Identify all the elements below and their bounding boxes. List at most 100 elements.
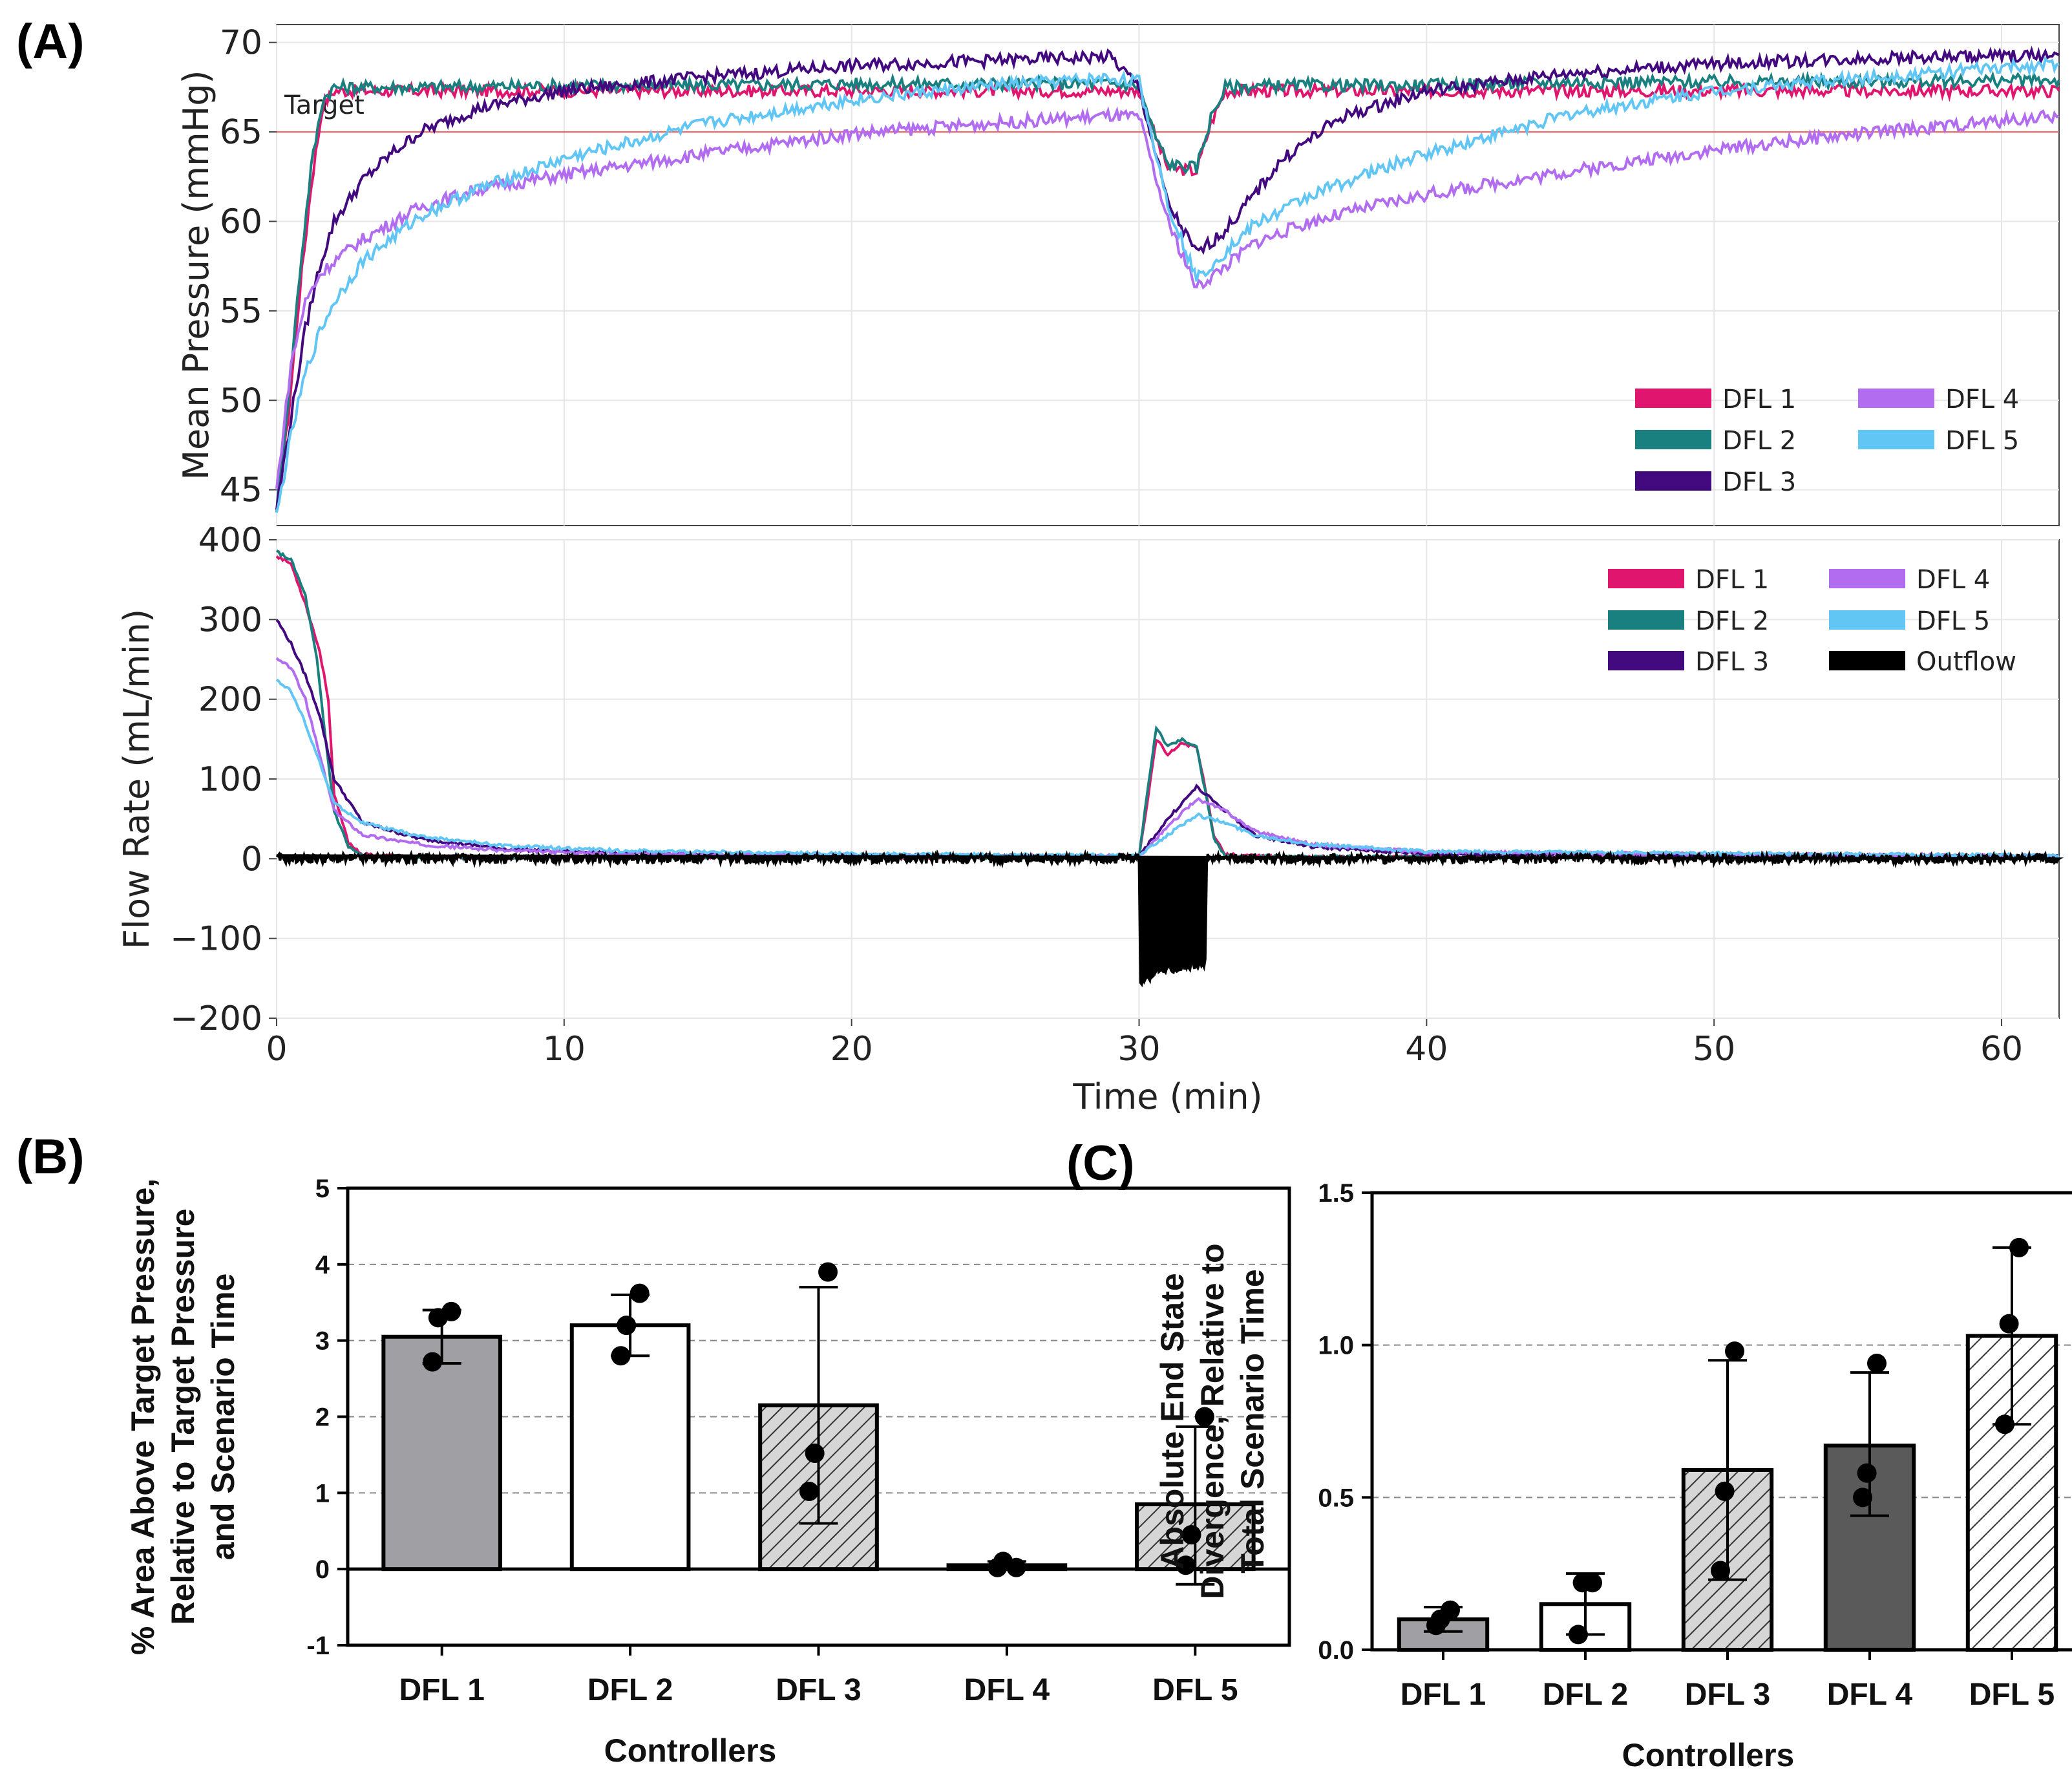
y-tick-label: 65 xyxy=(220,113,262,152)
x-tick-label: 50 xyxy=(1693,1030,1735,1069)
data-point-dfl-3 xyxy=(805,1444,825,1464)
y-tick-label: 1.0 xyxy=(1318,1332,1354,1360)
legend-label-outflow: Outflow xyxy=(1916,647,2016,677)
data-point-dfl-2 xyxy=(1572,1573,1592,1593)
y-axis-title-line: Divergence, Relative to xyxy=(1194,1243,1231,1599)
y-tick-label: 0.0 xyxy=(1318,1636,1354,1665)
data-point-dfl-3 xyxy=(1725,1341,1744,1361)
x-tick-label: 60 xyxy=(1980,1030,2023,1069)
category-label-dfl-1: DFL 1 xyxy=(399,1673,484,1707)
data-point-dfl-2 xyxy=(629,1283,650,1303)
y-tick-label: 100 xyxy=(198,760,262,799)
data-point-dfl-5 xyxy=(1176,1555,1196,1575)
data-point-dfl-5 xyxy=(1194,1407,1214,1427)
category-label-dfl-3: DFL 3 xyxy=(1685,1678,1770,1712)
legend-swatch-dfl-2 xyxy=(1635,430,1711,449)
legend-label-dfl-1: DFL 1 xyxy=(1722,385,1796,414)
x-axis-title: Controllers xyxy=(1622,1737,1795,1773)
legend-label-dfl-4: DFL 4 xyxy=(1916,565,1990,595)
legend-label-dfl-5: DFL 5 xyxy=(1945,426,2019,456)
legend-swatch-dfl-5 xyxy=(1858,430,1934,449)
y-axis-title-line: and Scenario Time xyxy=(205,1274,241,1561)
x-tick-label: 20 xyxy=(830,1030,873,1069)
category-label-dfl-3: DFL 3 xyxy=(776,1673,861,1707)
series-area-outflow xyxy=(276,849,2064,988)
legend-label-dfl-1: DFL 1 xyxy=(1695,565,1769,595)
data-point-dfl-1 xyxy=(1426,1616,1446,1636)
series-line-dfl-5 xyxy=(275,56,2060,513)
y-tick-label: 70 xyxy=(220,24,262,63)
y-axis-title: Mean Pressure (mmHg) xyxy=(176,70,217,480)
y-tick-label: 0 xyxy=(241,840,262,879)
legend-label-dfl-2: DFL 2 xyxy=(1695,606,1769,636)
legend-swatch-dfl-4 xyxy=(1858,389,1934,408)
x-tick-label: 0 xyxy=(266,1030,287,1069)
legend-swatch-dfl-1 xyxy=(1608,569,1684,588)
y-tick-label: 200 xyxy=(198,681,262,720)
x-tick-label: 10 xyxy=(543,1030,586,1069)
flow-rate-chart: 0 10 20 30 40 50 60 −200 −100 0 100 200 300 400 Flow R… xyxy=(116,521,2064,1117)
data-point-dfl-2 xyxy=(617,1316,637,1336)
data-point-dfl-2 xyxy=(611,1346,631,1366)
data-point-dfl-1 xyxy=(428,1308,448,1328)
data-point-dfl-4 xyxy=(1857,1463,1877,1483)
y-axis-title-line: % Area Above Target Pressure, xyxy=(125,1178,161,1655)
plot-frame xyxy=(276,24,2060,526)
y-tick-label: 4 xyxy=(315,1251,330,1279)
data-point-dfl-3 xyxy=(1715,1481,1735,1501)
y-axis-title-line: Total Scenario Time xyxy=(1234,1269,1271,1573)
data-point-dfl-5 xyxy=(1999,1314,2019,1334)
y-tick-label: 400 xyxy=(198,521,262,560)
category-label-dfl-4: DFL 4 xyxy=(964,1673,1050,1707)
data-point-dfl-2 xyxy=(1569,1625,1588,1645)
y-tick-label: 1.5 xyxy=(1318,1179,1354,1208)
panel-label-c: (C) xyxy=(1066,1136,1135,1191)
y-tick-label: 5 xyxy=(315,1175,330,1203)
y-axis-title-line: Relative to Target Pressure xyxy=(165,1209,201,1625)
x-tick-label: 30 xyxy=(1117,1030,1160,1069)
legend-label-dfl-4: DFL 4 xyxy=(1945,385,2019,414)
y-tick-label: -1 xyxy=(306,1632,330,1660)
y-tick-label: 2 xyxy=(315,1403,330,1432)
y-tick-label: 45 xyxy=(220,471,262,510)
category-label-dfl-2: DFL 2 xyxy=(1543,1678,1628,1712)
data-point-dfl-3 xyxy=(1711,1561,1730,1581)
data-point-dfl-1 xyxy=(423,1352,443,1372)
panel-label-b: (B) xyxy=(16,1129,85,1184)
x-axis-title: Controllers xyxy=(604,1733,777,1769)
y-tick-label: 0.5 xyxy=(1318,1484,1354,1512)
legend-swatch-dfl-3 xyxy=(1608,651,1684,670)
y-tick-label: 3 xyxy=(315,1327,330,1356)
legend-label-dfl-3: DFL 3 xyxy=(1722,467,1796,497)
y-tick-label: 55 xyxy=(220,292,262,331)
legend-swatch-dfl-2 xyxy=(1608,610,1684,630)
data-point-dfl-3 xyxy=(818,1262,838,1282)
data-point-dfl-5 xyxy=(2009,1237,2029,1257)
category-label-dfl-5: DFL 5 xyxy=(1152,1673,1238,1707)
y-axis-title: Flow Rate (mL/min) xyxy=(116,609,157,949)
legend-swatch-dfl-4 xyxy=(1829,569,1905,588)
y-tick-label: 60 xyxy=(220,202,262,241)
x-tick-label: 40 xyxy=(1405,1030,1448,1069)
data-point-dfl-4 xyxy=(1867,1353,1887,1373)
legend-label-dfl-2: DFL 2 xyxy=(1722,426,1796,456)
legend-label-dfl-3: DFL 3 xyxy=(1695,647,1769,677)
y-tick-label: 0 xyxy=(315,1555,330,1584)
end-state-divergence-bar-chart: 0.0 0.5 1.0 1.5 DFL 1 DFL 2 DFL 3 DFL 4 DFL 5 Abs… xyxy=(1154,1179,2072,1773)
x-axis-title: Time (min) xyxy=(1072,1076,1262,1117)
series-line-dfl-2 xyxy=(275,70,2060,513)
data-point-dfl-5 xyxy=(1181,1525,1201,1545)
legend-label-dfl-5: DFL 5 xyxy=(1916,606,1990,636)
legend-swatch-dfl-1 xyxy=(1635,389,1711,408)
category-label-dfl-1: DFL 1 xyxy=(1401,1678,1486,1712)
panel-label-a: (A) xyxy=(16,14,85,69)
bar-dfl-1 xyxy=(381,1334,503,1572)
y-tick-label: −100 xyxy=(170,920,262,959)
y-tick-label: 1 xyxy=(315,1479,330,1508)
data-point-dfl-4 xyxy=(988,1557,1008,1577)
series-line-dfl-3 xyxy=(275,45,2060,510)
legend-swatch-dfl-5 xyxy=(1829,610,1905,630)
y-tick-label: 50 xyxy=(220,381,262,420)
